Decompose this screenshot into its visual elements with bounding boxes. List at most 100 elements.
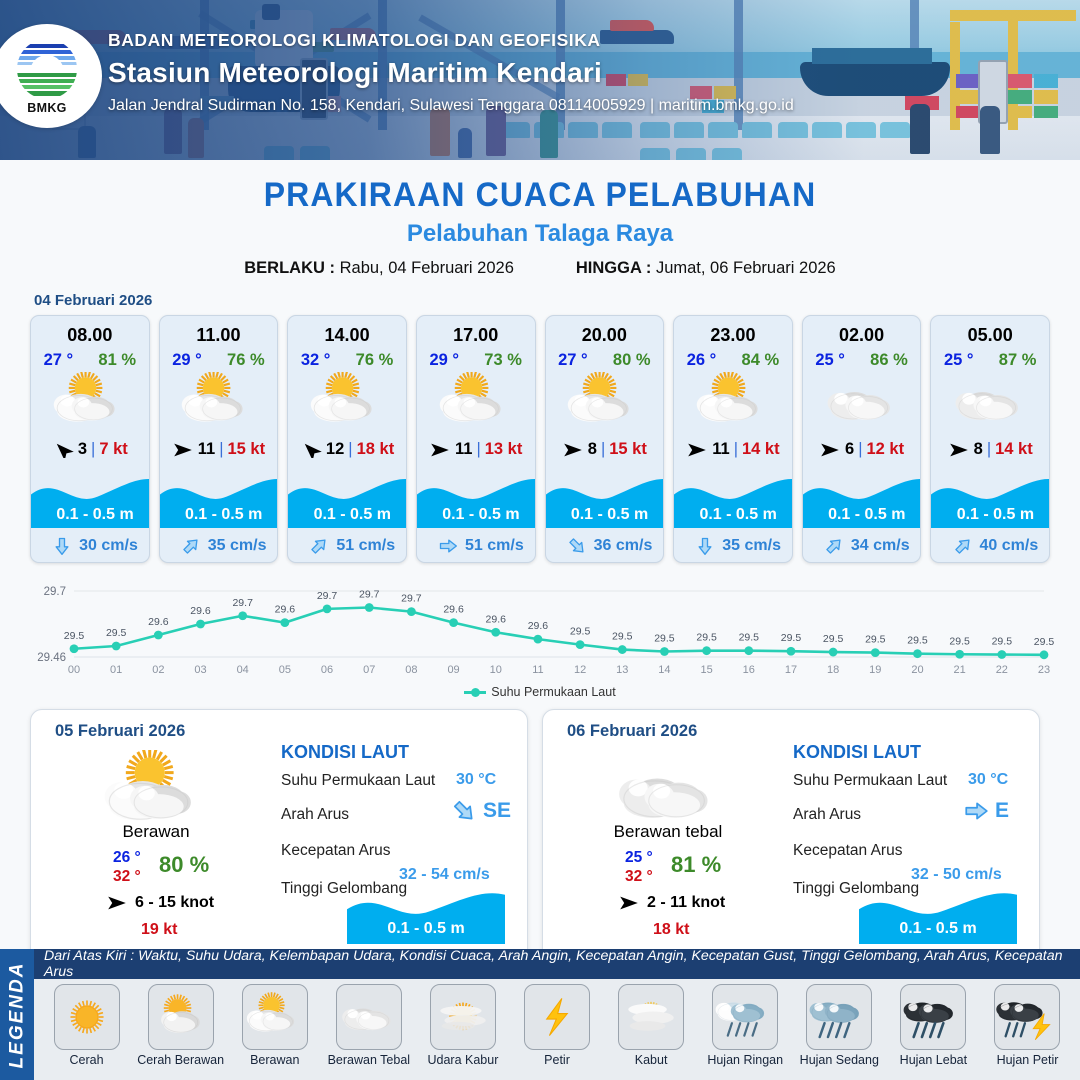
- card-humidity: 87 %: [998, 351, 1037, 369]
- svg-text:29.46: 29.46: [37, 652, 66, 664]
- current-speed-label: Kecepatan Arus: [793, 842, 903, 859]
- daily-condition: Berawan tebal: [613, 822, 723, 841]
- current-speed: 35 cm/s: [207, 537, 267, 554]
- hourly-card[interactable]: 08.00 27 ° 81 % 3 | 7 kt 0.1 - 0.5: [30, 315, 150, 563]
- current-direction-label: Arah Arus: [281, 806, 350, 823]
- svg-text:13: 13: [616, 664, 628, 676]
- card-current: 36 cm/s: [546, 536, 664, 556]
- wave-height: 0.1 - 0.5 m: [184, 506, 263, 523]
- wind-speed: 6: [845, 440, 855, 458]
- legend-item: Hujan Ringan: [701, 984, 790, 1080]
- hourly-card[interactable]: 14.00 32 ° 76 % 12 | 18 kt 0.1 - 0.: [287, 315, 407, 563]
- card-time: 08.00: [67, 325, 113, 345]
- svg-text:09: 09: [447, 664, 459, 676]
- wind-direction-icon: [563, 443, 582, 456]
- svg-text:04: 04: [237, 664, 249, 676]
- hourly-card[interactable]: 02.00 25 ° 86 % 6 | 12 kt 0.1 - 0.5: [801, 315, 922, 563]
- daily-temp-min: 25 °: [625, 849, 653, 866]
- card-humidity: 84 %: [741, 351, 780, 369]
- wave-height-label: Tinggi Gelombang: [281, 880, 408, 897]
- hourly-card[interactable]: 17.00 29 ° 73 % 11 | 13 kt 0.1 - 0.: [415, 315, 536, 563]
- daily-temp-min: 26 °: [113, 849, 141, 866]
- wave-graphic: [347, 893, 505, 944]
- svg-text:29.7: 29.7: [317, 590, 338, 602]
- daily-card[interactable]: 06 Februari 2026 Berawan tebal 25 ° 32 °…: [542, 709, 1040, 961]
- sea-conditions-title: KONDISI LAUT: [793, 742, 921, 762]
- legend-item-label: Hujan Ringan: [707, 1053, 784, 1067]
- wind-speed: 11: [712, 440, 730, 458]
- current-direction-value: E: [995, 799, 1010, 822]
- svg-text:01: 01: [110, 664, 122, 676]
- card-wave: [159, 474, 278, 528]
- fog-icon: [618, 984, 685, 1050]
- legend-item-label: Hujan Lebat: [899, 1053, 968, 1067]
- station-name: Stasiun Meteorologi Maritim Kendari: [108, 57, 602, 88]
- heavy-rain-icon: [900, 984, 967, 1050]
- card-temperature: 29 °: [429, 351, 460, 369]
- wind-speed: 8: [587, 440, 597, 458]
- hourly-card[interactable]: 05.00 25 ° 87 % 8 | 14 kt 0.1 - 0.5: [930, 315, 1050, 563]
- card-weather-icon: [931, 372, 1049, 434]
- svg-text:10: 10: [490, 664, 502, 676]
- svg-text:29.6: 29.6: [190, 605, 211, 617]
- card-current: 40 cm/s: [931, 536, 1049, 556]
- wind-separator: |: [858, 440, 863, 458]
- legend-marker-icon: [464, 688, 487, 698]
- legend-label: Suhu Permukaan Laut: [491, 685, 616, 699]
- legend-note: Dari Atas Kiri : Waktu, Suhu Udara, Kele…: [44, 948, 1063, 980]
- current-speed: 36 cm/s: [593, 537, 653, 554]
- valid-until-label: HINGGA :: [575, 259, 652, 277]
- chart-legend: Suhu Permukaan Laut: [0, 685, 1080, 699]
- legend-item: Hujan Petir: [983, 984, 1072, 1080]
- svg-text:14: 14: [658, 664, 670, 676]
- current-speed: 35 cm/s: [722, 537, 781, 554]
- wave-graphic: [802, 479, 921, 528]
- card-values: 29 ° 73 %: [417, 351, 535, 370]
- partly-cloudy-icon: [241, 984, 308, 1050]
- card-wave: [416, 474, 535, 528]
- sst-label: Suhu Permukaan Laut: [281, 772, 436, 789]
- svg-text:05: 05: [279, 664, 291, 676]
- sunny-cloudy-icon: [147, 984, 214, 1050]
- current-direction-icon: [954, 539, 970, 554]
- card-wave: [288, 474, 406, 528]
- wave-height: 0.1 - 0.5 m: [828, 506, 906, 523]
- bmkg-logo: BMKG: [0, 24, 102, 128]
- card-wave: [674, 474, 792, 528]
- svg-text:07: 07: [363, 664, 375, 676]
- svg-text:29.5: 29.5: [907, 635, 928, 647]
- sst-chart: 29.7 29.46 29.5 29.5 29.6 29.6 29.7 29.6 29.7 29.…: [22, 573, 1058, 683]
- wave-height: 0.1 - 0.5 m: [956, 506, 1035, 523]
- svg-text:23: 23: [1038, 664, 1050, 676]
- hourly-card[interactable]: 11.00 29 ° 76 % 11 | 15 kt 0.1 - 0.: [158, 315, 279, 563]
- daily-weather-icon: [91, 748, 221, 843]
- card-values: 32 ° 76 %: [288, 351, 406, 370]
- daily-temps: 26 ° 32 °: [113, 848, 141, 887]
- wind-direction-icon: [431, 443, 449, 456]
- daily-wave-graphic: [347, 888, 505, 944]
- svg-text:29.5: 29.5: [1034, 636, 1055, 648]
- current-speed: 34 cm/s: [850, 537, 910, 554]
- wave-height: 0.1 - 0.5 m: [313, 506, 391, 523]
- hourly-card[interactable]: 20.00 27 ° 80 % 8 | 15 kt 0.1 - 0.5: [544, 315, 665, 563]
- cloudy-icon: [335, 984, 402, 1050]
- card-time: 11.00: [196, 325, 241, 345]
- legend-note-bar: Dari Atas Kiri : Waktu, Suhu Udara, Kele…: [34, 948, 1080, 980]
- legend-item: Berawan Tebal: [324, 984, 413, 1080]
- hourly-date-label: 04 Februari 2026: [34, 292, 153, 309]
- card-wave: [31, 474, 149, 528]
- daily-weather-icon: [603, 750, 733, 843]
- current-speed: 30 cm/s: [79, 537, 138, 554]
- daily-card[interactable]: 05 Februari 2026 Berawan 26 ° 32 ° 80 % …: [30, 709, 528, 961]
- hourly-card[interactable]: 23.00 26 ° 84 % 11 | 14 kt 0.1 - 0.: [673, 315, 793, 563]
- svg-text:29.6: 29.6: [486, 613, 507, 625]
- valid-until-value: Jumat, 06 Februari 2026: [655, 259, 836, 277]
- daily-wave-value: 0.1 - 0.5 m: [387, 920, 465, 937]
- wave-graphic: [859, 893, 1017, 944]
- daily-temp-max: 32 °: [625, 868, 653, 886]
- wind-separator: |: [986, 440, 992, 458]
- current-speed-value: 32 - 50 cm/s: [911, 866, 1002, 883]
- wind-separator: |: [476, 440, 481, 458]
- wind-separator: |: [219, 440, 224, 458]
- valid-until: HINGGA : Jumat, 06 Februari 2026: [576, 259, 836, 278]
